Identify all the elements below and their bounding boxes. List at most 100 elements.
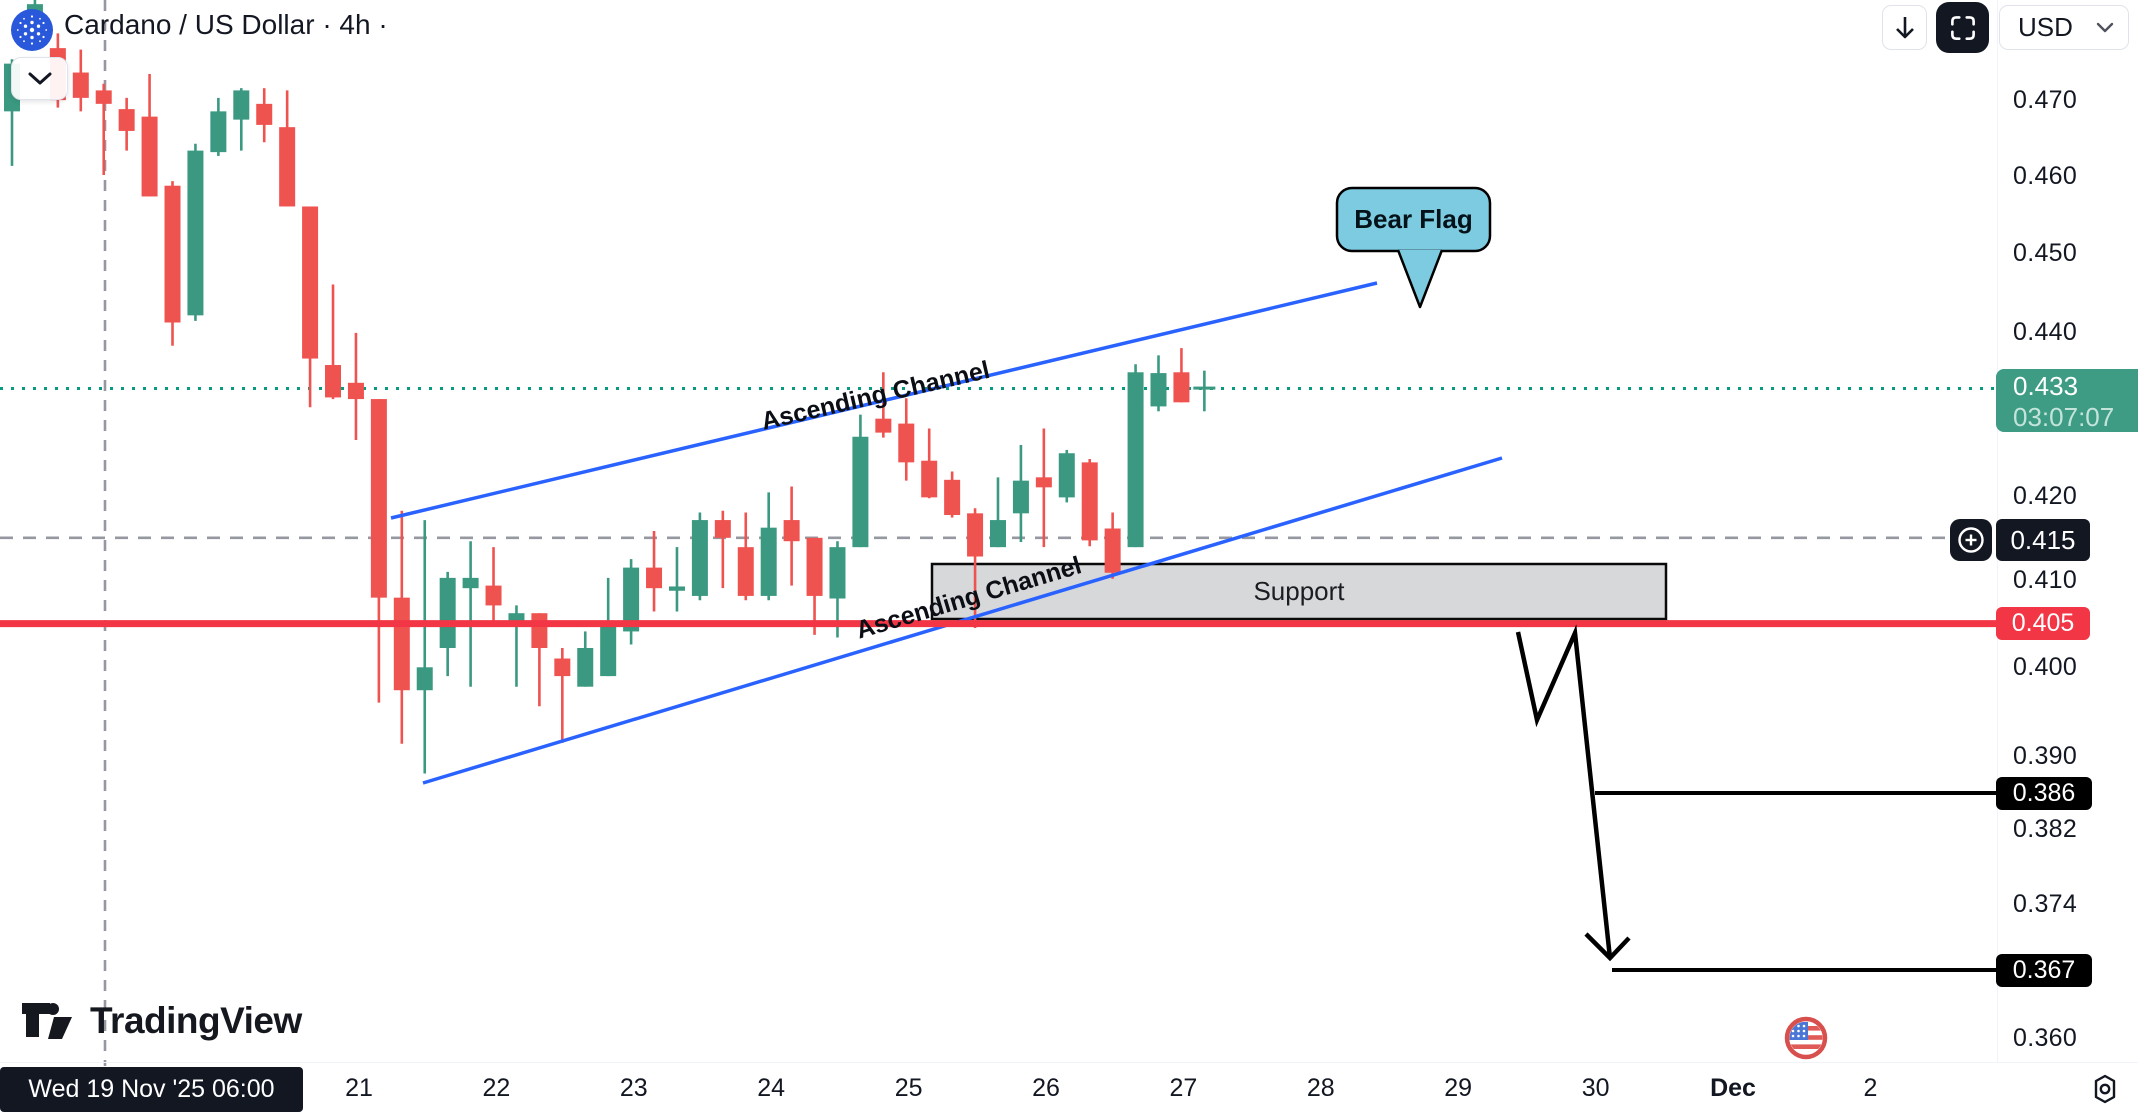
candle[interactable] (737, 512, 754, 601)
candle[interactable] (989, 477, 1006, 548)
candle[interactable] (646, 531, 663, 612)
candle[interactable] (1150, 355, 1167, 412)
candle[interactable] (485, 547, 502, 622)
time-tick-label: 27 (1169, 1074, 1198, 1102)
time-tick-label: 24 (757, 1074, 786, 1102)
candle[interactable] (370, 399, 387, 703)
price-tick-label: 0.400 (2013, 653, 2078, 682)
candle[interactable] (760, 492, 777, 601)
price-tick-label: 0.420 (2013, 481, 2078, 510)
crosshair-date-badge: Wed 19 Nov '25 06:00 (0, 1067, 303, 1112)
candle[interactable] (462, 541, 479, 687)
bear-flag-callout-label[interactable]: Bear Flag (1354, 204, 1473, 234)
price-tick-label: 0.450 (2013, 239, 2078, 268)
candle[interactable] (944, 471, 961, 518)
candle[interactable] (623, 559, 640, 645)
candle[interactable] (1012, 444, 1029, 543)
candle[interactable] (347, 332, 364, 441)
candle[interactable] (508, 605, 525, 687)
chevron-down-icon (2096, 22, 2114, 32)
candle[interactable] (921, 428, 938, 499)
candle[interactable] (1193, 370, 1216, 412)
candle[interactable] (95, 83, 112, 175)
bar-countdown: 03:07:07 (2013, 402, 2115, 432)
cardano-icon[interactable] (11, 9, 53, 51)
candle[interactable] (325, 284, 342, 400)
candle[interactable] (187, 143, 204, 321)
price-tick-label: 0.470 (2013, 86, 2078, 115)
price-tick-label: 0.360 (2013, 1023, 2078, 1052)
candle[interactable] (1104, 512, 1121, 579)
candle[interactable] (302, 206, 319, 408)
candle[interactable] (806, 537, 823, 635)
candle[interactable] (898, 398, 915, 481)
candle[interactable] (279, 90, 296, 207)
add-alert-plus-button[interactable] (1950, 519, 1992, 561)
tradingview-logo[interactable]: TradingView (20, 1000, 302, 1042)
candle[interactable] (668, 547, 685, 612)
arrow-down-icon (1895, 16, 1914, 38)
candle[interactable] (852, 414, 869, 548)
time-tick-label: 2 (1863, 1074, 1878, 1102)
price-tick-label: 0.460 (2013, 161, 2078, 190)
candle[interactable] (531, 613, 548, 707)
candle[interactable] (1173, 348, 1190, 403)
time-tick-label: 30 (1581, 1074, 1610, 1102)
time-axis-separator (0, 1062, 2138, 1063)
candle[interactable] (1035, 428, 1052, 548)
candle[interactable] (967, 508, 984, 628)
time-tick-label: 22 (482, 1074, 511, 1102)
plus-circle-icon (1958, 527, 1984, 553)
candle[interactable] (118, 97, 135, 151)
price-tick-label: 0.382 (2013, 815, 2078, 844)
time-tick-label: 26 (1032, 1074, 1060, 1102)
symbol-title[interactable]: Cardano / US Dollar · 4h · (64, 9, 388, 40)
price-tick-label: 0.410 (2013, 566, 2078, 595)
screenshot-button[interactable] (1936, 2, 1989, 53)
time-tick-label: 25 (894, 1074, 923, 1102)
candle[interactable] (141, 74, 158, 197)
candle[interactable] (233, 88, 250, 151)
currency-select[interactable]: USD (1999, 5, 2129, 50)
gear-icon (2094, 1074, 2116, 1104)
candle[interactable] (714, 510, 731, 589)
candle[interactable] (783, 486, 800, 586)
ascending-channel-line-upper (390, 281, 1378, 520)
chevron-down-icon (28, 72, 51, 84)
candle[interactable] (256, 88, 273, 143)
price-tick-label: 0.440 (2013, 318, 2078, 347)
symbol-expand-button[interactable] (11, 57, 68, 100)
time-tick-label: 29 (1444, 1074, 1473, 1102)
tradingview-logo-text: TradingView (90, 1000, 302, 1041)
candle[interactable] (164, 181, 181, 346)
download-button[interactable] (1882, 5, 1927, 50)
bear-flag-callout-tail (1396, 249, 1444, 309)
target-2-badge: 0.367 (1996, 954, 2092, 987)
candle[interactable] (1081, 459, 1098, 547)
candle[interactable] (554, 648, 571, 743)
support-zone-label[interactable]: Support (1253, 576, 1345, 606)
candle[interactable] (1058, 449, 1075, 503)
candle[interactable] (1127, 364, 1144, 548)
time-tick-label: 21 (345, 1074, 373, 1102)
time-tick-label: 28 (1306, 1074, 1335, 1102)
candle[interactable] (210, 97, 227, 156)
crosshair-price-badge: 0.415 (1996, 519, 2090, 561)
candle[interactable] (691, 512, 708, 601)
candle[interactable] (393, 510, 410, 744)
candle[interactable] (416, 520, 433, 774)
candle[interactable] (72, 49, 89, 112)
candles-group (4, 0, 1216, 774)
currency-label: USD (2018, 12, 2073, 42)
tradingview-logo-icon (22, 1003, 72, 1039)
us-flag-icon[interactable] (1784, 1016, 1828, 1065)
settings-gear-button[interactable] (2088, 1072, 2122, 1111)
candle[interactable] (577, 631, 594, 687)
price-tick-label: 0.390 (2013, 742, 2078, 771)
red-level-badge: 0.405 (1996, 607, 2090, 640)
camera-frame-icon (1950, 15, 1975, 40)
arrowhead (1584, 932, 1631, 962)
candle[interactable] (875, 372, 892, 438)
last-price-badge: 0.433 03:07:07 (1996, 369, 2138, 432)
